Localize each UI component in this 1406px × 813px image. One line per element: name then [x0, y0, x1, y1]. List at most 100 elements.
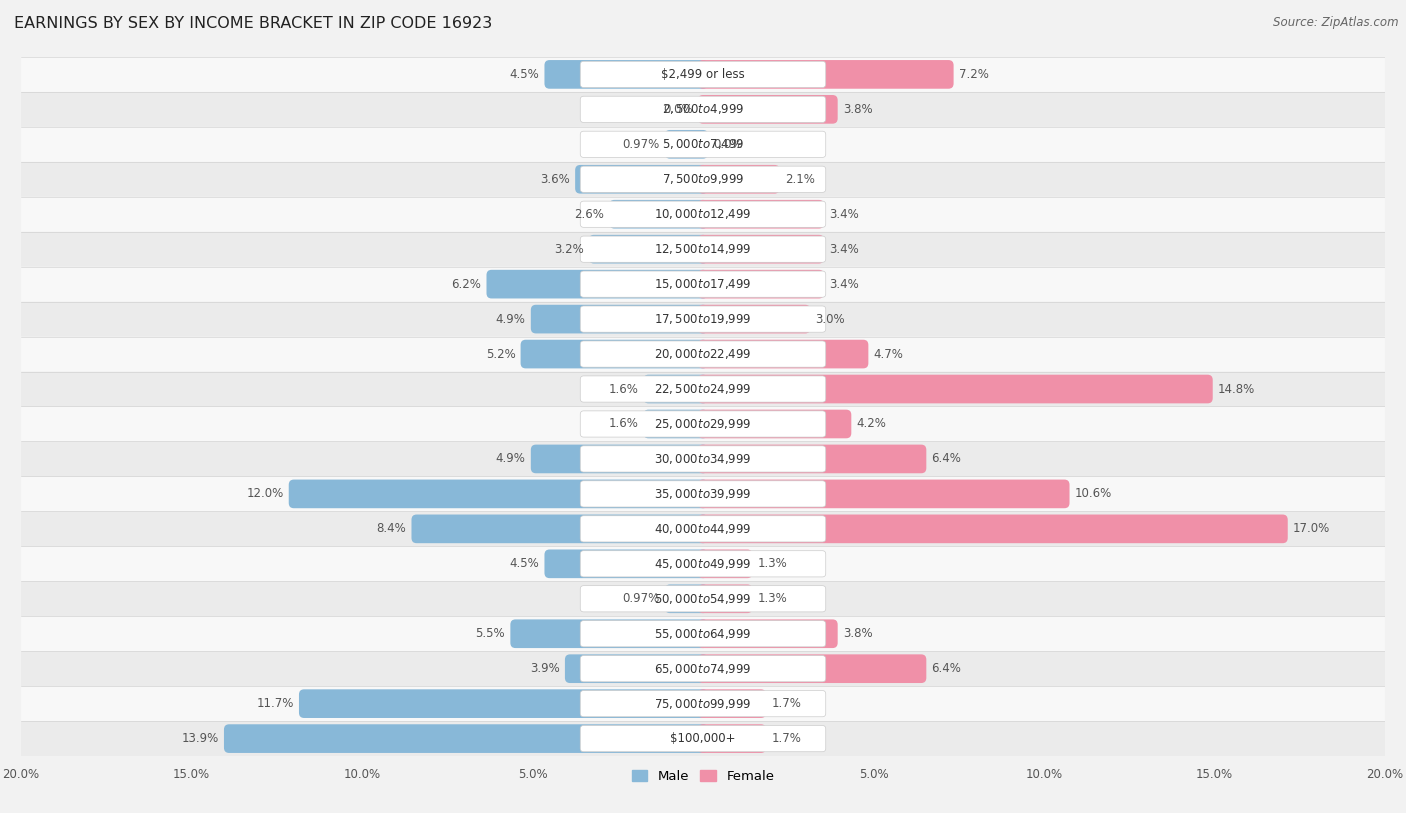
Text: 4.9%: 4.9% — [496, 453, 526, 465]
FancyBboxPatch shape — [697, 445, 927, 473]
Text: EARNINGS BY SEX BY INCOME BRACKET IN ZIP CODE 16923: EARNINGS BY SEX BY INCOME BRACKET IN ZIP… — [14, 16, 492, 31]
Text: $40,000 to $44,999: $40,000 to $44,999 — [654, 522, 752, 536]
Text: $50,000 to $54,999: $50,000 to $54,999 — [654, 592, 752, 606]
FancyBboxPatch shape — [299, 689, 709, 718]
FancyBboxPatch shape — [21, 651, 1385, 686]
FancyBboxPatch shape — [21, 92, 1385, 127]
FancyBboxPatch shape — [531, 305, 709, 333]
FancyBboxPatch shape — [21, 511, 1385, 546]
Text: 1.3%: 1.3% — [758, 593, 787, 605]
Text: $5,000 to $7,499: $5,000 to $7,499 — [662, 137, 744, 151]
FancyBboxPatch shape — [224, 724, 709, 753]
FancyBboxPatch shape — [697, 375, 1213, 403]
Text: 5.2%: 5.2% — [485, 348, 516, 360]
Text: $35,000 to $39,999: $35,000 to $39,999 — [654, 487, 752, 501]
Text: 4.7%: 4.7% — [873, 348, 903, 360]
Text: 13.9%: 13.9% — [181, 733, 219, 745]
FancyBboxPatch shape — [575, 165, 709, 193]
Text: $55,000 to $64,999: $55,000 to $64,999 — [654, 627, 752, 641]
Text: 7.2%: 7.2% — [959, 68, 988, 80]
FancyBboxPatch shape — [486, 270, 709, 298]
Text: $25,000 to $29,999: $25,000 to $29,999 — [654, 417, 752, 431]
FancyBboxPatch shape — [589, 235, 709, 263]
Text: 3.8%: 3.8% — [842, 628, 872, 640]
Text: 3.9%: 3.9% — [530, 663, 560, 675]
Text: $12,500 to $14,999: $12,500 to $14,999 — [654, 242, 752, 256]
Text: 3.8%: 3.8% — [842, 103, 872, 115]
FancyBboxPatch shape — [21, 406, 1385, 441]
FancyBboxPatch shape — [581, 201, 825, 228]
Text: $100,000+: $100,000+ — [671, 733, 735, 745]
FancyBboxPatch shape — [581, 620, 825, 647]
Text: 0.97%: 0.97% — [623, 593, 659, 605]
FancyBboxPatch shape — [21, 721, 1385, 756]
FancyBboxPatch shape — [697, 654, 927, 683]
FancyBboxPatch shape — [581, 585, 825, 612]
FancyBboxPatch shape — [697, 410, 851, 438]
Text: 4.2%: 4.2% — [856, 418, 886, 430]
Text: 3.0%: 3.0% — [815, 313, 845, 325]
FancyBboxPatch shape — [581, 376, 825, 402]
FancyBboxPatch shape — [21, 232, 1385, 267]
FancyBboxPatch shape — [581, 61, 825, 88]
FancyBboxPatch shape — [697, 305, 810, 333]
Text: 3.2%: 3.2% — [554, 243, 583, 255]
FancyBboxPatch shape — [21, 127, 1385, 162]
FancyBboxPatch shape — [520, 340, 709, 368]
Text: 4.5%: 4.5% — [509, 68, 540, 80]
FancyBboxPatch shape — [21, 302, 1385, 337]
Text: $7,500 to $9,999: $7,500 to $9,999 — [662, 172, 744, 186]
Legend: Male, Female: Male, Female — [626, 764, 780, 788]
FancyBboxPatch shape — [609, 200, 709, 228]
Text: 8.4%: 8.4% — [377, 523, 406, 535]
FancyBboxPatch shape — [697, 165, 780, 193]
Text: $30,000 to $34,999: $30,000 to $34,999 — [654, 452, 752, 466]
FancyBboxPatch shape — [581, 655, 825, 682]
Text: $10,000 to $12,499: $10,000 to $12,499 — [654, 207, 752, 221]
FancyBboxPatch shape — [644, 410, 709, 438]
Text: 3.6%: 3.6% — [540, 173, 569, 185]
FancyBboxPatch shape — [21, 441, 1385, 476]
FancyBboxPatch shape — [21, 686, 1385, 721]
Text: 0.0%: 0.0% — [664, 103, 693, 115]
FancyBboxPatch shape — [697, 689, 766, 718]
FancyBboxPatch shape — [697, 724, 766, 753]
Text: 12.0%: 12.0% — [246, 488, 284, 500]
FancyBboxPatch shape — [697, 550, 752, 578]
Text: $17,500 to $19,999: $17,500 to $19,999 — [654, 312, 752, 326]
Text: 5.5%: 5.5% — [475, 628, 505, 640]
Text: 11.7%: 11.7% — [256, 698, 294, 710]
FancyBboxPatch shape — [412, 515, 709, 543]
FancyBboxPatch shape — [581, 515, 825, 542]
Text: 6.4%: 6.4% — [931, 453, 962, 465]
FancyBboxPatch shape — [581, 341, 825, 367]
Text: 3.4%: 3.4% — [830, 208, 859, 220]
FancyBboxPatch shape — [697, 60, 953, 89]
Text: $15,000 to $17,499: $15,000 to $17,499 — [654, 277, 752, 291]
FancyBboxPatch shape — [581, 271, 825, 298]
FancyBboxPatch shape — [21, 372, 1385, 406]
FancyBboxPatch shape — [581, 306, 825, 333]
Text: 1.7%: 1.7% — [772, 698, 801, 710]
Text: 1.3%: 1.3% — [758, 558, 787, 570]
Text: $2,500 to $4,999: $2,500 to $4,999 — [662, 102, 744, 116]
FancyBboxPatch shape — [21, 267, 1385, 302]
Text: 10.6%: 10.6% — [1074, 488, 1112, 500]
FancyBboxPatch shape — [21, 162, 1385, 197]
FancyBboxPatch shape — [544, 60, 709, 89]
FancyBboxPatch shape — [665, 585, 709, 613]
Text: 3.4%: 3.4% — [830, 243, 859, 255]
Text: 1.7%: 1.7% — [772, 733, 801, 745]
FancyBboxPatch shape — [581, 166, 825, 193]
FancyBboxPatch shape — [21, 57, 1385, 92]
Text: 4.9%: 4.9% — [496, 313, 526, 325]
FancyBboxPatch shape — [21, 476, 1385, 511]
Text: $45,000 to $49,999: $45,000 to $49,999 — [654, 557, 752, 571]
FancyBboxPatch shape — [21, 337, 1385, 372]
FancyBboxPatch shape — [697, 95, 838, 124]
Text: 2.6%: 2.6% — [574, 208, 605, 220]
FancyBboxPatch shape — [581, 690, 825, 717]
FancyBboxPatch shape — [510, 620, 709, 648]
FancyBboxPatch shape — [581, 131, 825, 158]
FancyBboxPatch shape — [21, 616, 1385, 651]
